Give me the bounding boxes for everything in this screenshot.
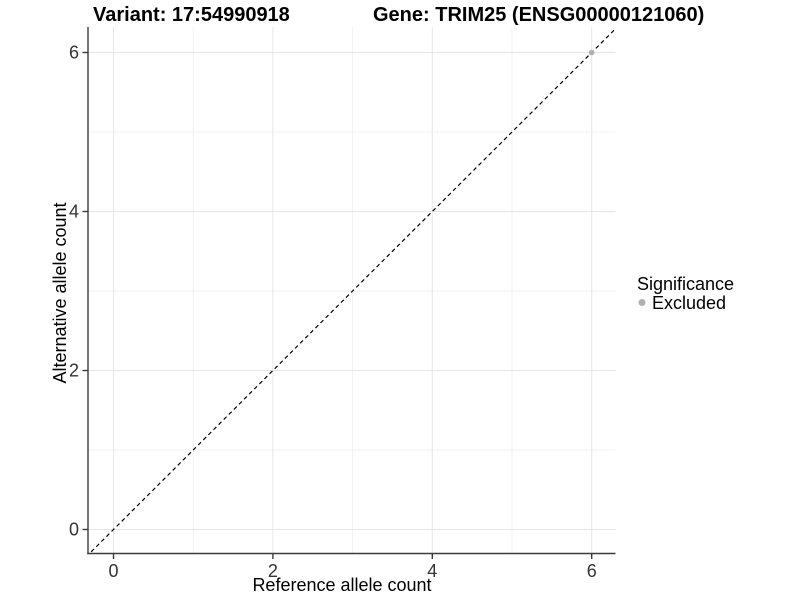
legend-title: Significance: [637, 274, 734, 294]
y-tick-label: 0: [69, 520, 79, 540]
legend-item-label: Excluded: [652, 293, 726, 313]
variant-title: Variant: 17:54990918: [93, 4, 290, 26]
y-tick-label: 2: [69, 361, 79, 381]
y-tick-label: 6: [69, 43, 79, 63]
identity-line: [88, 27, 616, 554]
legend-key-dot: [638, 299, 646, 306]
identity-line-layer: [88, 27, 616, 554]
legend: Significance Excluded: [637, 274, 734, 313]
grid-minor-lines: [88, 27, 616, 554]
x-axis-title: Reference allele count: [252, 575, 431, 595]
x-tick-label: 4: [427, 561, 437, 581]
grid-major-lines: [88, 27, 616, 554]
axes-layer: [87, 27, 616, 555]
y-axis-title: Alternative allele count: [50, 202, 70, 383]
x-tick-label: 6: [587, 561, 597, 581]
x-tick-label: 2: [268, 561, 278, 581]
data-points-layer: [588, 49, 595, 56]
tick-layer: 0 2 4 6 0 2 4 6: [69, 43, 597, 582]
gene-title: Gene: TRIM25 (ENSG00000121060): [373, 4, 704, 26]
data-point-excluded: [588, 49, 595, 56]
x-tick-label: 0: [108, 561, 118, 581]
y-tick-label: 4: [69, 202, 79, 222]
